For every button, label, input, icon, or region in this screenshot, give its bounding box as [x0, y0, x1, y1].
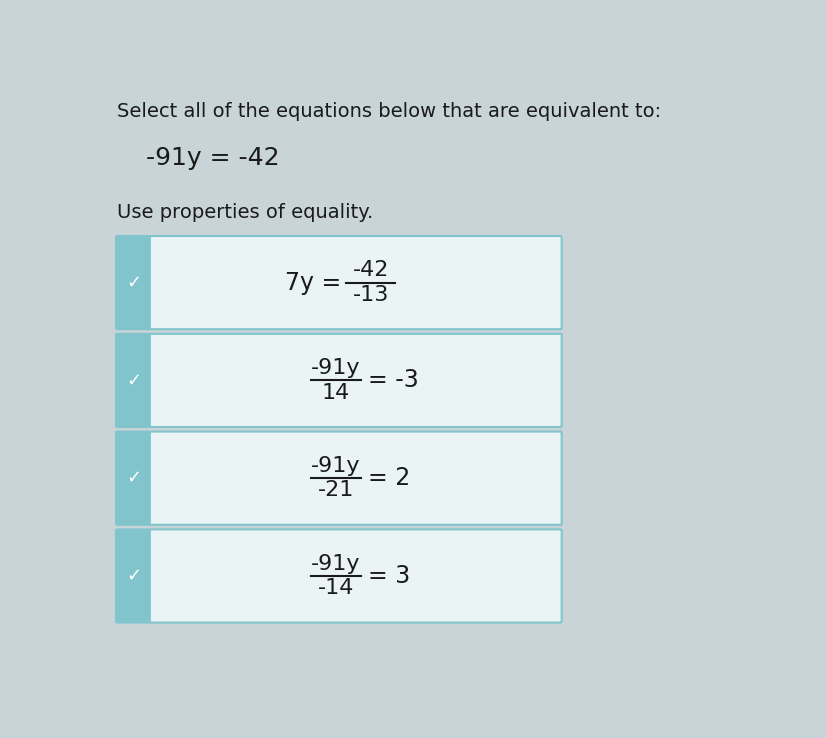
Text: = 2: = 2	[368, 466, 411, 490]
FancyBboxPatch shape	[116, 334, 562, 427]
Text: -42: -42	[353, 261, 389, 280]
Text: -14: -14	[317, 579, 354, 599]
Text: 7y =: 7y =	[285, 271, 349, 294]
Text: -13: -13	[353, 285, 389, 305]
Text: -91y = -42: -91y = -42	[146, 146, 279, 170]
Text: Select all of the equations below that are equivalent to:: Select all of the equations below that a…	[117, 103, 662, 122]
Text: ✓: ✓	[126, 567, 141, 585]
Text: -91y: -91y	[311, 456, 360, 476]
FancyBboxPatch shape	[116, 529, 151, 623]
FancyBboxPatch shape	[116, 236, 562, 329]
Text: 14: 14	[321, 383, 350, 403]
Text: -91y: -91y	[311, 554, 360, 573]
Text: ✓: ✓	[126, 274, 141, 292]
Text: -91y: -91y	[311, 358, 360, 378]
FancyBboxPatch shape	[116, 529, 562, 623]
FancyBboxPatch shape	[116, 432, 151, 525]
FancyBboxPatch shape	[116, 334, 151, 427]
Text: ✓: ✓	[126, 469, 141, 487]
Text: = 3: = 3	[368, 564, 411, 588]
Text: Use properties of equality.: Use properties of equality.	[117, 202, 373, 221]
Text: ✓: ✓	[126, 371, 141, 390]
Text: = -3: = -3	[368, 368, 419, 393]
FancyBboxPatch shape	[116, 432, 562, 525]
Text: -21: -21	[317, 480, 354, 500]
FancyBboxPatch shape	[116, 236, 151, 329]
